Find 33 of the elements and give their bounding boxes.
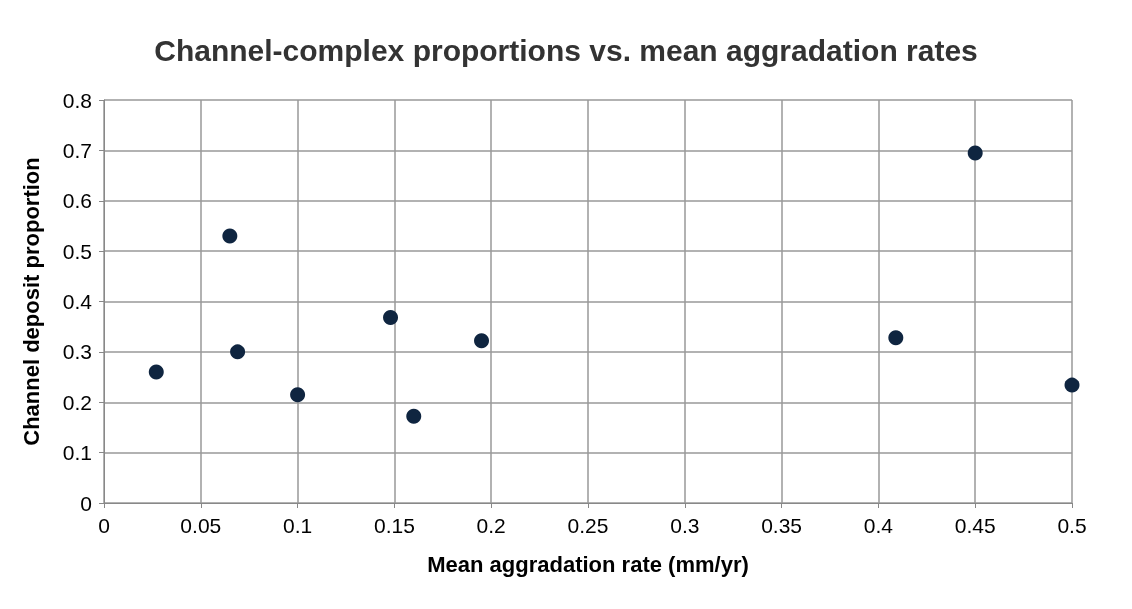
x-tick-label: 0.05 <box>180 514 222 537</box>
y-tick-label: 0.8 <box>62 88 92 112</box>
y-tick-label: 0.5 <box>62 239 92 263</box>
y-tick-label: 0.3 <box>62 340 92 364</box>
point <box>290 387 306 403</box>
y-tick-label: 0.2 <box>62 390 92 414</box>
chart-title: Channel-complex proportions vs. mean aggradation rates <box>154 33 978 67</box>
x-tick-label: 0.15 <box>373 514 415 537</box>
x-tick-label: 0.5 <box>1057 514 1087 537</box>
y-tick-label: 0.4 <box>62 290 93 313</box>
y-tick-label: 0 <box>80 491 92 515</box>
point <box>967 145 983 161</box>
x-tick-label: 0.2 <box>476 514 506 537</box>
x-tick-label: 0.4 <box>863 514 894 537</box>
y-tick-label: 0.6 <box>62 189 92 213</box>
x-tick-label: 0.1 <box>283 514 313 537</box>
point <box>474 333 490 349</box>
point <box>383 310 399 326</box>
x-axis-title: Mean aggradation rate (mm/yr) <box>427 551 749 577</box>
x-tick-label: 0.25 <box>567 514 609 537</box>
point <box>1064 377 1080 393</box>
point <box>406 408 422 424</box>
point <box>888 330 904 346</box>
y-axis-title: Channel deposit proportion <box>18 157 44 446</box>
x-tick-label: 0.45 <box>954 514 996 537</box>
y-tick-label: 0.7 <box>62 138 92 162</box>
x-tick-label: 0.3 <box>670 514 700 537</box>
point <box>222 228 238 244</box>
x-tick-label: 0 <box>98 514 110 537</box>
point <box>148 364 164 380</box>
x-tick-label: 0.35 <box>761 514 803 537</box>
y-tick-label: 0.1 <box>62 441 92 465</box>
point <box>230 344 246 360</box>
